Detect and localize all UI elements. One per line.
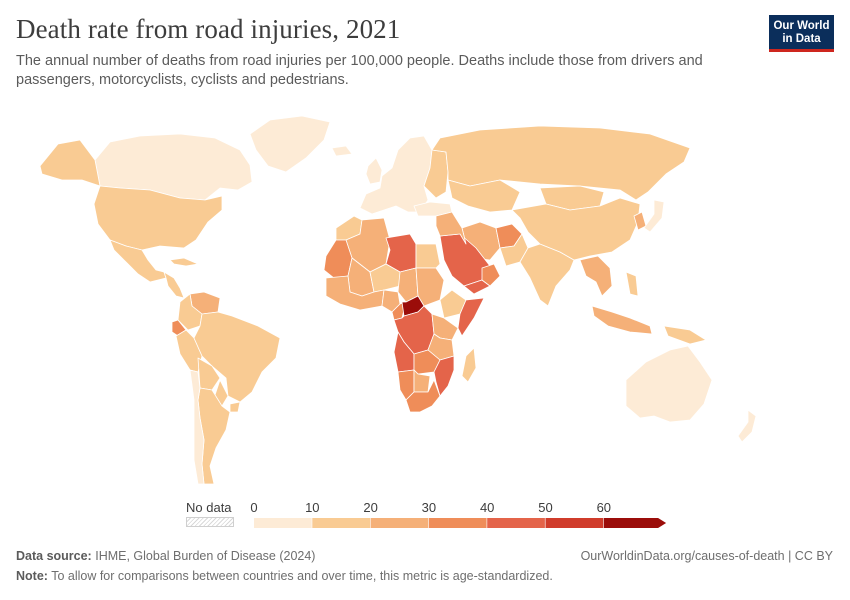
country-south-africa[interactable]: South Africa [405,379,441,413]
legend-bin-10-20[interactable] [312,518,370,528]
legend-tick-label: 50 [538,500,553,515]
legend-tick-label: 20 [363,500,378,515]
legend-no-data-swatch [186,517,234,527]
legend-no-data-label: No data [186,500,232,515]
country-indonesia[interactable]: Indonesia [591,305,653,335]
legend-bin-40-50[interactable] [487,518,545,528]
country-alaska[interactable]: Alaska [39,139,101,187]
logo-line-1: Our World [773,20,830,32]
country-mauritania[interactable]: Mauritania [323,239,353,279]
legend-tick-label: 60 [596,500,612,515]
owid-logo[interactable]: Our World in Data [769,15,834,52]
country-southeast-asia[interactable]: Southeast Asia [579,255,613,297]
country-new-zealand[interactable]: New Zealand [737,409,757,443]
country-madagascar[interactable]: Madagascar [461,347,477,383]
country-chile[interactable]: Chile [189,369,205,485]
country-egypt[interactable]: Egypt [415,243,441,269]
data-source-text: IHME, Global Burden of Disease (2024) [95,549,316,563]
legend-tick-label: 0 [250,500,258,515]
source-url-link[interactable]: OurWorldinData.org/causes-of-death | CC … [580,549,833,563]
country-greenland[interactable]: Greenland [249,115,331,173]
legend-tick-label: 10 [305,500,320,515]
logo-line-2: in Data [782,33,821,45]
country-mozambique[interactable]: Mozambique [433,355,455,397]
country-india[interactable]: India [519,243,575,307]
note-label: Note: [16,569,48,583]
note-line: Note: To allow for comparisons between c… [16,569,553,583]
legend-bin-60-plus[interactable] [603,518,667,528]
world-map: CanadaAlaskaGreenlandUnited StatesMexico… [39,115,757,485]
country-brazil[interactable]: Brazil [193,311,281,403]
country-china[interactable]: China [511,197,641,261]
country-kazakhstan[interactable]: Kazakhstan [447,179,521,213]
country-papua-new-guinea[interactable]: Papua New Guinea [663,325,707,345]
country-iceland[interactable]: Iceland [331,145,353,157]
country-united-states[interactable]: United States [93,185,223,251]
country-united-kingdom[interactable]: United Kingdom [365,157,383,185]
data-source-line: Data source: IHME, Global Burden of Dise… [16,549,315,563]
country-botswana[interactable]: Botswana [413,369,431,393]
country-philippines[interactable]: Philippines [625,271,639,297]
country-australia[interactable]: Australia [625,345,713,423]
legend-bin-50-60[interactable] [545,518,604,528]
legend-tick-label: 40 [479,500,495,515]
legend-bin-20-30[interactable] [370,518,429,528]
country-uruguay[interactable]: Uruguay [229,401,241,413]
legend-bin-0-10[interactable] [254,518,312,528]
chart-title: Death rate from road injuries, 2021 [16,14,401,44]
country-cuba[interactable]: Cuba [169,257,199,267]
data-source-label: Data source: [16,549,92,563]
country-oman[interactable]: Oman [481,263,501,287]
country-iraq-and-syria[interactable]: Iraq and Syria [435,211,467,245]
note-text: To allow for comparisons between countri… [51,569,553,583]
country-japan[interactable]: Japan [643,199,665,233]
legend-tick-label: 30 [421,500,437,515]
country-chad[interactable]: Chad [397,267,419,303]
color-legend-bar [254,518,667,528]
chart-subtitle: The annual number of deaths from road in… [16,53,703,88]
country-central-america[interactable]: Central America [163,271,185,299]
legend-bin-30-40[interactable] [428,518,487,528]
